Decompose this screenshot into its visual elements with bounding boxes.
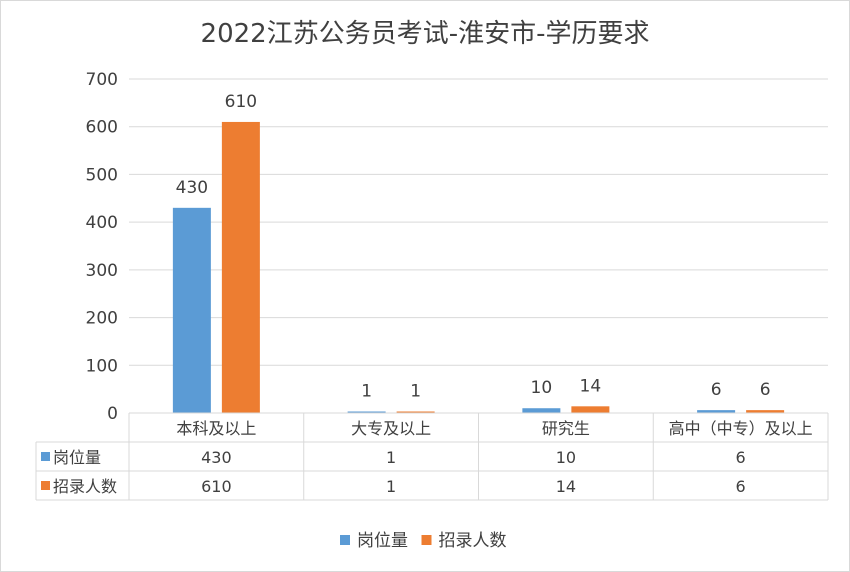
y-tick-label: 700 <box>86 70 118 90</box>
y-tick-label: 600 <box>86 118 118 138</box>
bar <box>522 408 561 413</box>
y-tick-label: 200 <box>86 309 118 329</box>
data-label: 10 <box>531 378 553 398</box>
y-tick-label: 400 <box>86 213 118 233</box>
y-tick-label: 500 <box>86 165 118 185</box>
table-legend-key <box>41 452 50 461</box>
table-cell: 430 <box>201 448 232 467</box>
table-legend-key <box>41 481 50 490</box>
table-cell: 610 <box>201 477 232 496</box>
table-series-name: 岗位量 <box>53 448 101 467</box>
bar <box>221 121 260 413</box>
data-label: 6 <box>711 380 722 400</box>
table-cell: 6 <box>736 448 746 467</box>
data-label: 1 <box>410 382 421 402</box>
table-series-name: 招录人数 <box>53 477 117 496</box>
bar <box>396 411 435 413</box>
y-tick-label: 300 <box>86 261 118 281</box>
table-cell: 6 <box>736 477 746 496</box>
legend-label: 招录人数 <box>439 531 507 551</box>
bar <box>347 411 386 413</box>
y-axis: 0 100 200 300 400 500 600 700 <box>86 70 118 424</box>
table-cell: 14 <box>556 477 576 496</box>
bar <box>746 410 785 413</box>
bar <box>571 406 610 413</box>
category-label: 本科及以上 <box>176 419 256 438</box>
table-cell: 1 <box>386 448 396 467</box>
category-label: 高中（中专）及以上 <box>669 419 813 438</box>
legend-swatch <box>340 535 350 545</box>
data-labels: 430 610 1 1 10 14 6 6 <box>176 92 771 402</box>
bar <box>172 207 211 413</box>
data-label: 6 <box>760 380 771 400</box>
table-cell: 10 <box>556 448 576 467</box>
data-label: 430 <box>176 178 208 198</box>
table-cell: 1 <box>386 477 396 496</box>
chart-title: 2022江苏公务员考试-淮安市-学历要求 <box>201 19 650 49</box>
bars <box>172 121 785 413</box>
data-label: 14 <box>580 376 602 396</box>
legend-swatch <box>421 535 432 545</box>
bar <box>697 410 736 413</box>
y-tick-label: 100 <box>86 356 118 376</box>
y-tick-label: 0 <box>107 404 118 424</box>
data-label: 610 <box>225 92 257 112</box>
legend: 岗位量 招录人数 <box>340 531 507 551</box>
data-label: 1 <box>361 382 372 402</box>
category-label: 大专及以上 <box>351 419 431 438</box>
category-label: 研究生 <box>542 419 590 438</box>
legend-label: 岗位量 <box>357 531 408 551</box>
